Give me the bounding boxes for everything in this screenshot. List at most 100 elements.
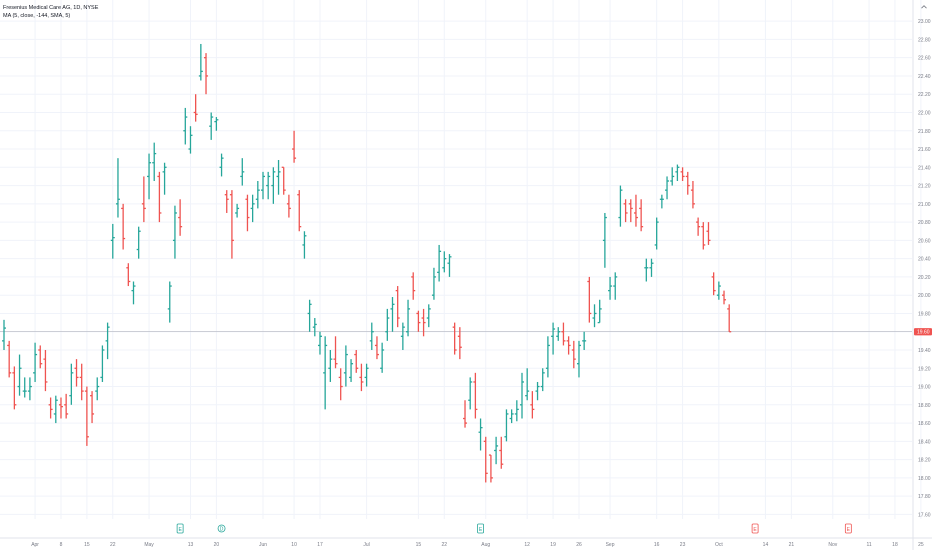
x-tick-label: Oct xyxy=(715,542,723,548)
y-tick-label: 20.80 xyxy=(918,220,931,226)
ohlc-bar xyxy=(312,318,317,337)
ohlc-bar xyxy=(587,276,592,323)
ohlc-bars xyxy=(2,43,732,483)
ohlc-bar xyxy=(431,267,436,300)
ohlc-bar xyxy=(623,199,628,223)
y-tick-label: 21.80 xyxy=(918,129,931,135)
ohlc-bar xyxy=(261,171,265,200)
ohlc-bar xyxy=(147,153,152,200)
ohlc-bar xyxy=(385,308,390,341)
svg-text:E: E xyxy=(479,527,483,533)
ohlc-bar xyxy=(84,386,89,446)
ohlc-bar xyxy=(654,217,659,250)
ohlc-bar xyxy=(437,244,442,282)
ohlc-bar xyxy=(22,377,27,398)
ohlc-bar xyxy=(255,181,260,209)
x-tick-label: 20 xyxy=(214,542,220,548)
event-marker-upcoming-earnings[interactable]: E xyxy=(844,523,852,534)
ohlc-bar xyxy=(162,162,167,195)
ohlc-bar xyxy=(17,354,22,396)
ohlc-bar xyxy=(33,342,38,382)
ohlc-bar xyxy=(520,372,524,419)
ohlc-bar xyxy=(447,254,452,277)
ohlc-bar xyxy=(271,167,276,204)
x-tick-label: 16 xyxy=(654,542,660,548)
ohlc-bar xyxy=(722,290,727,305)
ohlc-bar xyxy=(136,226,141,259)
ohlc-bar xyxy=(58,397,63,419)
y-tick-label: 22.00 xyxy=(918,110,931,116)
ohlc-bar xyxy=(618,185,623,227)
ohlc-bar xyxy=(172,205,177,259)
ohlc-bar xyxy=(115,158,120,218)
ohlc-bar xyxy=(219,153,224,177)
ohlc-bar xyxy=(193,94,198,122)
ohlc-bar xyxy=(343,345,348,387)
ohlc-bar xyxy=(349,359,354,382)
ohlc-bar xyxy=(131,281,136,305)
event-marker-earnings[interactable]: E xyxy=(176,523,184,534)
ohlc-bar xyxy=(64,393,69,419)
x-tick-label: 11 xyxy=(866,542,871,548)
ohlc-bar xyxy=(525,368,530,401)
chevron-up-icon[interactable] xyxy=(920,3,928,11)
event-marker-upcoming-earnings[interactable]: E xyxy=(751,523,759,534)
ohlc-bar xyxy=(483,436,488,483)
ohlc-bar xyxy=(416,310,421,332)
ohlc-bar xyxy=(214,117,219,131)
indicator-label[interactable]: MA (5, close, -144, SMA, 5) xyxy=(3,13,71,19)
ohlc-bar xyxy=(198,43,203,81)
ohlc-bar xyxy=(204,53,209,95)
ohlc-bar xyxy=(338,368,343,401)
event-marker-earnings[interactable]: E xyxy=(477,523,484,534)
ohlc-bar xyxy=(105,322,110,360)
ohlc-bar xyxy=(188,126,193,154)
grid-lines xyxy=(0,0,922,519)
y-tick-label: 20.20 xyxy=(918,275,931,281)
ohlc-bar xyxy=(152,142,157,181)
event-marker-dividend[interactable]: D xyxy=(217,524,226,533)
ohlc-bar xyxy=(328,350,333,382)
ohlc-bar xyxy=(463,400,468,428)
ohlc-bar xyxy=(12,366,17,410)
ohlc-bar xyxy=(406,299,411,337)
ohlc-bar xyxy=(395,286,400,328)
svg-text:D: D xyxy=(220,527,224,533)
y-tick-label: 18.00 xyxy=(918,476,931,482)
x-tick-label: 18 xyxy=(892,542,898,548)
ohlc-bar xyxy=(229,190,234,259)
ohlc-bar xyxy=(680,167,685,181)
ohlc-bar xyxy=(281,166,286,195)
x-tick-label: 15 xyxy=(416,542,422,548)
ohlc-bar xyxy=(317,331,322,355)
ohlc-bar xyxy=(628,199,633,223)
ohlc-bar xyxy=(333,336,338,369)
ohlc-bar xyxy=(400,322,405,350)
x-tick-label: 17 xyxy=(317,542,323,548)
ohlc-bar xyxy=(706,222,711,245)
ohlc-bar xyxy=(323,336,328,410)
ohlc-bar xyxy=(639,199,644,232)
svg-text:E: E xyxy=(847,527,851,533)
ohlc-bar xyxy=(613,272,618,300)
y-tick-label: 18.60 xyxy=(918,421,931,427)
x-tick-label: 23 xyxy=(680,542,686,548)
ohlc-bar xyxy=(473,372,478,419)
y-tick-label: 19.40 xyxy=(918,348,931,354)
y-tick-label: 20.00 xyxy=(918,293,931,299)
x-tick-label: 15 xyxy=(84,542,90,548)
y-tick-label: 21.20 xyxy=(918,184,931,190)
x-tick-label: 26 xyxy=(576,542,582,548)
y-tick-label: 21.60 xyxy=(918,147,931,153)
symbol-title[interactable]: Fresenius Medical Care AG, 1D, NYSE xyxy=(3,5,99,11)
ohlc-bar xyxy=(504,409,509,442)
ohlc-bar xyxy=(2,319,6,350)
ohlc-bar xyxy=(540,368,545,392)
ohlc-bar xyxy=(685,171,690,195)
ohlc-bar xyxy=(183,107,188,145)
x-tick-label: May xyxy=(144,542,154,548)
ohlc-bar xyxy=(100,345,105,382)
ohlc-bar xyxy=(364,363,369,387)
